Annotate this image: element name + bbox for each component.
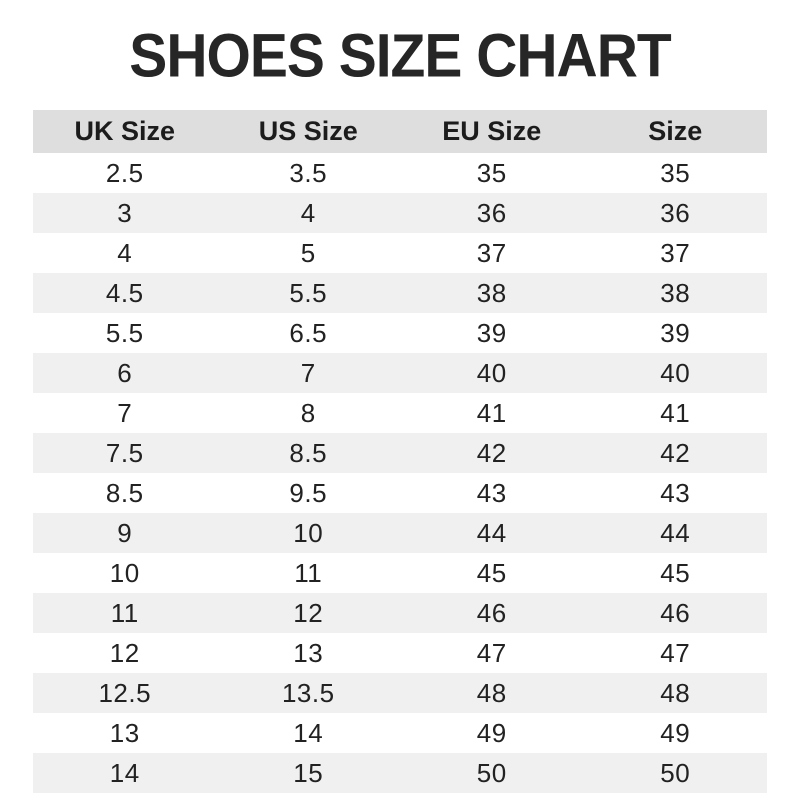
table-cell: 13 bbox=[293, 637, 324, 668]
table-cell: 8 bbox=[300, 397, 316, 428]
table-cell: 9.5 bbox=[289, 477, 328, 508]
table-cell: 4 bbox=[117, 237, 133, 268]
table-row: 7.5 8.5 42 42 bbox=[33, 433, 767, 473]
table-cell: 50 bbox=[476, 757, 507, 788]
table-cell: 10 bbox=[109, 557, 140, 588]
table-cell: 41 bbox=[476, 397, 507, 428]
table-cell: 36 bbox=[476, 197, 507, 228]
table-header: UK Size US Size EU Size Size bbox=[33, 110, 767, 153]
table-row: 13 14 49 49 bbox=[33, 713, 767, 753]
page-title: SHOES SIZE CHART bbox=[129, 21, 671, 91]
column-header-us-size: US Size bbox=[216, 110, 400, 153]
table-row: 12.5 13.5 48 48 bbox=[33, 673, 767, 713]
table-cell: 39 bbox=[476, 317, 507, 348]
table-row: 5.5 6.5 39 39 bbox=[33, 313, 767, 353]
table-cell: 7.5 bbox=[105, 437, 144, 468]
table-cell: 3.5 bbox=[289, 157, 328, 188]
table-cell: 41 bbox=[660, 397, 691, 428]
table-cell: 35 bbox=[476, 157, 507, 188]
shoe-size-table: UK Size US Size EU Size Size 2.5 3.5 35 35 3… bbox=[33, 110, 767, 793]
table-header-row: UK Size US Size EU Size Size bbox=[33, 110, 767, 153]
column-header-size: Size bbox=[583, 110, 767, 153]
table-cell: 46 bbox=[476, 597, 507, 628]
table-cell: 5.5 bbox=[289, 277, 328, 308]
table-row: 11 12 46 46 bbox=[33, 593, 767, 633]
table-cell: 48 bbox=[476, 677, 507, 708]
table-row: 9 10 44 44 bbox=[33, 513, 767, 553]
table-cell: 14 bbox=[109, 757, 140, 788]
table-cell: 42 bbox=[476, 437, 507, 468]
table-cell: 11 bbox=[294, 557, 323, 588]
table-cell: 40 bbox=[476, 357, 507, 388]
table-cell: 12 bbox=[109, 637, 140, 668]
table-cell: 15 bbox=[293, 757, 324, 788]
table-cell: 9 bbox=[117, 517, 133, 548]
table-row: 7 8 41 41 bbox=[33, 393, 767, 433]
table-body: 2.5 3.5 35 35 3 4 36 36 4 5 37 37 4.5 5.5 38 38 5.5 6.5 39… bbox=[33, 153, 767, 793]
table-cell: 49 bbox=[660, 717, 691, 748]
table-cell: 42 bbox=[660, 437, 691, 468]
table-row: 4 5 37 37 bbox=[33, 233, 767, 273]
table-cell: 48 bbox=[660, 677, 691, 708]
table-cell: 43 bbox=[660, 477, 691, 508]
table-cell: 46 bbox=[660, 597, 691, 628]
table-cell: 6.5 bbox=[289, 317, 328, 348]
table-row: 2.5 3.5 35 35 bbox=[33, 153, 767, 193]
table-row: 14 15 50 50 bbox=[33, 753, 767, 793]
table-row: 12 13 47 47 bbox=[33, 633, 767, 673]
table-cell: 49 bbox=[476, 717, 507, 748]
table-row: 6 7 40 40 bbox=[33, 353, 767, 393]
table-cell: 11 bbox=[110, 597, 139, 628]
table-cell: 13.5 bbox=[281, 677, 335, 708]
table-cell: 45 bbox=[660, 557, 691, 588]
table-cell: 2.5 bbox=[105, 157, 144, 188]
table-cell: 47 bbox=[476, 637, 507, 668]
table-cell: 43 bbox=[476, 477, 507, 508]
table-cell: 39 bbox=[660, 317, 691, 348]
table-cell: 13 bbox=[109, 717, 140, 748]
table-cell: 45 bbox=[476, 557, 507, 588]
table-cell: 14 bbox=[293, 717, 324, 748]
table-row: 3 4 36 36 bbox=[33, 193, 767, 233]
table-cell: 50 bbox=[660, 757, 691, 788]
table-cell: 4.5 bbox=[105, 277, 144, 308]
table-cell: 4 bbox=[300, 197, 316, 228]
table-cell: 40 bbox=[660, 357, 691, 388]
table-cell: 12.5 bbox=[98, 677, 152, 708]
table-cell: 44 bbox=[660, 517, 691, 548]
table-cell: 8.5 bbox=[105, 477, 144, 508]
table-cell: 37 bbox=[476, 237, 507, 268]
table-cell: 5.5 bbox=[105, 317, 144, 348]
table-cell: 36 bbox=[660, 197, 691, 228]
table-cell: 8.5 bbox=[289, 437, 328, 468]
table-row: 4.5 5.5 38 38 bbox=[33, 273, 767, 313]
table-cell: 44 bbox=[476, 517, 507, 548]
table-cell: 37 bbox=[660, 237, 691, 268]
table-cell: 10 bbox=[293, 517, 324, 548]
table-cell: 7 bbox=[300, 357, 316, 388]
table-cell: 3 bbox=[117, 197, 133, 228]
table-cell: 38 bbox=[660, 277, 691, 308]
table-cell: 47 bbox=[660, 637, 691, 668]
table-cell: 35 bbox=[660, 157, 691, 188]
table-cell: 7 bbox=[117, 397, 133, 428]
table-row: 8.5 9.5 43 43 bbox=[33, 473, 767, 513]
table-row: 10 11 45 45 bbox=[33, 553, 767, 593]
table-cell: 5 bbox=[300, 237, 316, 268]
table-cell: 6 bbox=[117, 357, 133, 388]
column-header-uk-size: UK Size bbox=[33, 110, 217, 153]
table-cell: 12 bbox=[293, 597, 324, 628]
table-cell: 38 bbox=[476, 277, 507, 308]
column-header-eu-size: EU Size bbox=[400, 110, 584, 153]
